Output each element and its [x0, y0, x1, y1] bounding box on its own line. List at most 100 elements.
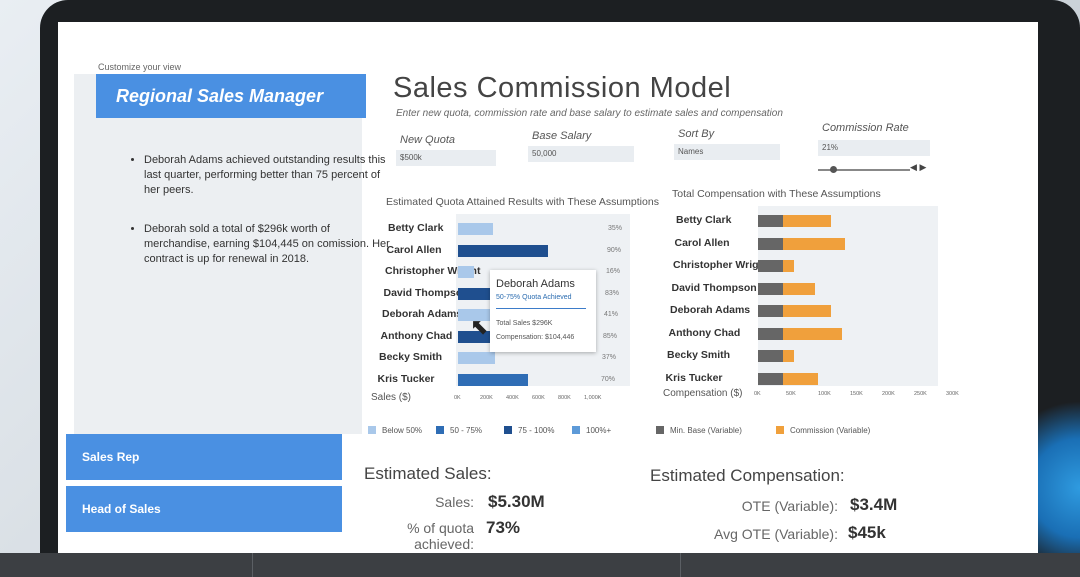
- comp-tick: 100K: [818, 391, 831, 397]
- quota-row-label: Christopher Wright: [385, 265, 481, 277]
- base-salary-label: Base Salary: [532, 130, 592, 142]
- app-screen: Customize your view Regional Sales Manag…: [58, 22, 1038, 554]
- legend-label: Min. Base (Variable): [670, 426, 742, 435]
- estimated-sales-title: Estimated Sales:: [364, 464, 492, 483]
- comp-tick: 250K: [914, 391, 927, 397]
- legend-label: 75 - 100%: [518, 426, 555, 435]
- role-button-head-of-sales[interactable]: Head of Sales: [66, 486, 342, 532]
- quota-row-label: Becky Smith: [379, 351, 443, 363]
- quota-bar: [458, 223, 493, 235]
- comp-base-bar: [758, 282, 783, 295]
- comp-base-bar: [758, 327, 783, 340]
- quota-chart-title: Estimated Quota Attained Results with Th…: [386, 196, 659, 208]
- quota-row-label: Anthony Chad: [380, 329, 453, 342]
- comp-base-bar: [758, 350, 783, 362]
- comp-commission-bar: [783, 305, 831, 317]
- ote-label: OTE (Variable):: [741, 498, 838, 514]
- quota-legend-item: 75 - 100%: [504, 426, 554, 435]
- comp-chart-title: Total Compensation with These Assumption…: [672, 188, 881, 200]
- comp-base-bar: [758, 260, 783, 272]
- ote-value: $3.4M: [850, 495, 898, 514]
- base-salary-input[interactable]: 50,000: [528, 146, 634, 162]
- comp-commission-bar: [783, 260, 794, 272]
- sort-by-select[interactable]: Names: [674, 144, 780, 160]
- comp-commission-bar: [783, 215, 831, 227]
- quota-tick: 0K: [454, 395, 461, 401]
- comp-base-bar: [758, 305, 783, 317]
- quota-bar: [458, 373, 528, 386]
- legend-swatch: [504, 426, 512, 434]
- comp-row-label: Anthony Chad: [668, 326, 741, 339]
- legend-swatch: [572, 426, 580, 434]
- quota-legend-item: Below 50%: [368, 426, 422, 435]
- tooltip: Deborah Adams 50-75% Quota Achieved Tota…: [490, 270, 596, 352]
- left-panel: [74, 74, 362, 434]
- avg-ote-value: $45k: [848, 523, 886, 542]
- commission-rate-slider[interactable]: [818, 166, 910, 173]
- page-subtitle: Enter new quota, commission rate and bas…: [396, 108, 783, 119]
- quota-achieved-value: 73%: [486, 518, 521, 537]
- commission-rate-input[interactable]: 21%: [818, 140, 930, 156]
- slider-arrows[interactable]: ◀ ▶: [910, 162, 926, 173]
- comp-base-bar: [758, 215, 783, 227]
- tooltip-compensation: Compensation: $104,446: [496, 334, 575, 341]
- comp-legend-item: Min. Base (Variable): [656, 426, 742, 435]
- tooltip-total-sales: Total Sales $296K: [496, 320, 553, 327]
- new-quota-input[interactable]: $500k: [396, 150, 496, 166]
- tooltip-achieved: 50-75% Quota Achieved: [496, 294, 572, 301]
- quota-axis-label: Sales ($): [371, 392, 412, 403]
- arrow-right-icon[interactable]: ▶: [919, 162, 927, 172]
- commission-rate-label: Commission Rate: [822, 122, 909, 134]
- page-title: Sales Commission Model: [393, 72, 732, 104]
- laptop-base: [0, 553, 1080, 577]
- legend-swatch: [436, 426, 444, 434]
- comp-tick: 150K: [850, 391, 863, 397]
- sort-by-label: Sort By: [678, 128, 715, 140]
- comp-tick: 50K: [786, 391, 796, 397]
- quota-row-label: Kris Tucker: [377, 372, 435, 385]
- legend-swatch: [656, 426, 664, 434]
- new-quota-label: New Quota: [400, 134, 456, 146]
- comp-legend-item: Commission (Variable): [776, 426, 870, 435]
- base-divider: [252, 553, 253, 577]
- comp-row-label: David Thompson: [671, 281, 757, 294]
- quota-row-label: David Thompson: [383, 286, 469, 299]
- quota-percent: 85%: [603, 332, 618, 340]
- legend-swatch: [776, 426, 784, 434]
- quota-bar: [458, 244, 548, 257]
- avg-ote-label: Avg OTE (Variable):: [714, 526, 838, 542]
- quota-percent: 16%: [606, 268, 621, 275]
- quota-achieved-label: % of quota achieved:: [407, 520, 474, 552]
- comp-base-bar: [758, 372, 783, 385]
- estimated-compensation-title: Estimated Compensation:: [650, 466, 845, 485]
- quota-row-label: Carol Allen: [386, 243, 442, 256]
- mouse-cursor-icon: ⬉: [470, 314, 489, 339]
- insight-bullets: Deborah Adams achieved outstanding resul…: [104, 153, 394, 291]
- quota-percent: 37%: [602, 354, 617, 361]
- sales-label: Sales:: [435, 494, 474, 510]
- quota-legend-item: 100%+: [572, 426, 611, 435]
- base-divider: [680, 553, 681, 577]
- comp-tick: 0K: [754, 391, 761, 397]
- comp-tick: 200K: [882, 391, 895, 397]
- legend-label: Commission (Variable): [790, 426, 871, 435]
- role-button-sales-rep[interactable]: Sales Rep: [66, 434, 342, 480]
- sales-value: $5.30M: [488, 492, 545, 511]
- legend-label: 50 - 75%: [450, 426, 483, 435]
- comp-commission-bar: [783, 372, 818, 385]
- comp-base-bar: [758, 237, 783, 250]
- quota-tick: 200K: [480, 395, 493, 401]
- quota-bar: [458, 352, 495, 364]
- quota-row-label: Deborah Adams: [382, 308, 463, 320]
- quota-row-label: Betty Clark: [388, 222, 444, 234]
- comp-commission-bar: [783, 327, 842, 340]
- comp-row-label: Becky Smith: [667, 349, 731, 361]
- quota-tick: 1,000K: [584, 395, 602, 401]
- quota-percent: 41%: [604, 311, 619, 318]
- tooltip-divider: [496, 308, 586, 309]
- legend-label: 100%+: [586, 426, 612, 435]
- arrow-left-icon[interactable]: ◀: [910, 162, 917, 172]
- quota-percent: 70%: [601, 375, 616, 383]
- slider-knob[interactable]: [830, 166, 837, 173]
- role-header-regional-sales-manager[interactable]: Regional Sales Manager: [96, 74, 366, 118]
